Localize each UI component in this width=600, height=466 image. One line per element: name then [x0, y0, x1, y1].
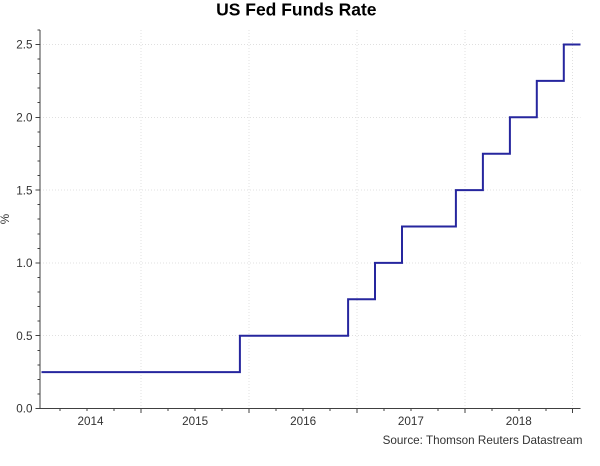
- svg-text:2018: 2018: [506, 415, 532, 428]
- svg-text:2.0: 2.0: [16, 112, 33, 125]
- svg-text:Source: Thomson Reuters Datast: Source: Thomson Reuters Datastream: [383, 434, 583, 447]
- svg-text:2015: 2015: [182, 415, 209, 428]
- svg-text:0.5: 0.5: [16, 330, 33, 343]
- svg-text:2017: 2017: [398, 415, 424, 428]
- svg-text:%: %: [0, 214, 12, 224]
- svg-text:2014: 2014: [77, 415, 104, 428]
- svg-text:1.0: 1.0: [16, 257, 33, 270]
- svg-text:0.0: 0.0: [16, 403, 33, 416]
- svg-text:2.5: 2.5: [16, 39, 33, 52]
- svg-text:US Fed Funds Rate: US Fed Funds Rate: [216, 0, 377, 20]
- svg-text:2016: 2016: [290, 415, 316, 428]
- svg-text:1.5: 1.5: [16, 184, 33, 197]
